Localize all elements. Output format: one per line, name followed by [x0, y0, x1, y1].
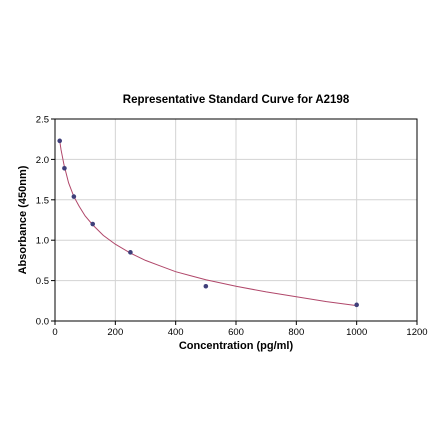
y-tick-label: 2.0	[36, 155, 49, 166]
y-tick-label: 0.5	[36, 276, 49, 287]
axis-ticks: 0 200 400 600 800 1000 1200 0.0 0.5 1.0 1.5 2.0 2.5	[36, 115, 428, 339]
data-point	[71, 194, 77, 199]
data-point	[57, 138, 63, 144]
grid-lines	[55, 119, 417, 321]
x-tick-label: 400	[168, 327, 184, 338]
x-tick-label: 1200	[406, 327, 427, 338]
data-points	[57, 138, 359, 308]
chart-title: Representative Standard Curve for A2198	[123, 94, 350, 106]
y-tick-label: 2.5	[36, 115, 49, 126]
x-tick-label: 200	[107, 327, 123, 338]
x-axis-label: Concentration (pg/ml)	[179, 340, 294, 352]
y-tick-label: 1.5	[36, 195, 49, 206]
y-axis-label: Absorbance (450nm)	[17, 165, 29, 274]
y-tick-label: 0.0	[36, 317, 49, 328]
x-tick-label: 1000	[346, 327, 367, 338]
data-point	[203, 283, 209, 289]
x-tick-label: 800	[288, 327, 304, 338]
y-tick-label: 1.0	[36, 236, 49, 247]
data-point	[128, 250, 133, 255]
x-tick-label: 0	[52, 327, 57, 338]
x-tick-label: 600	[228, 327, 244, 338]
data-point	[62, 165, 67, 171]
data-point	[354, 302, 359, 308]
data-point	[90, 221, 96, 227]
